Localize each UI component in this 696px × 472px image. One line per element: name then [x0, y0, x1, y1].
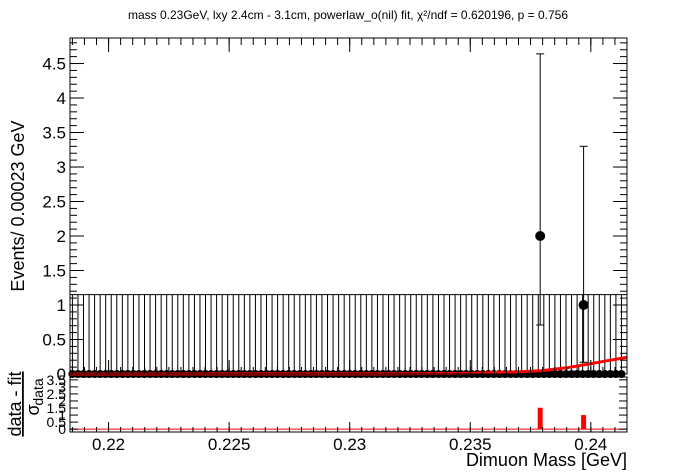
ratio-y-tick-label: 1 [58, 407, 66, 423]
ratio-y-tick-label: 2 [58, 393, 66, 409]
pull-bar [581, 415, 587, 430]
y-tick-label: 2.5 [42, 193, 66, 212]
data-point [578, 300, 589, 311]
x-tick-label: 0.235 [449, 435, 492, 454]
y-tick-label: 4 [57, 89, 66, 108]
y-tick-label: 2 [57, 227, 66, 246]
y-tick-label: 3 [57, 158, 66, 177]
ratio-y-tick-label: 0.5 [47, 414, 67, 430]
y-axis-title: Events/ 0.00023 GeV [8, 120, 28, 291]
ratio-panel: 00.511.522.533.5 0.22 0.225 0.23 0.235 0.24 … [5, 371, 628, 454]
ratio-y-tick-label: 3 [58, 379, 66, 395]
data-point [535, 231, 546, 242]
ratio-frame [69, 376, 628, 433]
ratio-y-tick-label: 2.5 [47, 386, 67, 402]
main-x-axis [71, 38, 616, 374]
x-tick-label: 0.24 [574, 435, 607, 454]
ratio-x-axis: 0.22 0.225 0.23 0.235 0.24 [71, 422, 616, 454]
main-panel: 0 0.5 1 1.5 2 2.5 3 3.5 4 4.5 Events/ 0.00023 GeV [8, 37, 628, 384]
x-tick-label: 0.23 [333, 435, 366, 454]
ratio-ylabel-subscript: data [30, 378, 46, 405]
x-tick-label: 0.22 [92, 435, 125, 454]
main-frame [69, 37, 628, 375]
x-tick-label: 0.225 [208, 435, 251, 454]
y-tick-label: 0 [57, 365, 66, 384]
ratio-y-axis-title: data - fit σ data [5, 371, 46, 436]
y-tick-label: 0.5 [42, 331, 66, 350]
pull-bar [537, 407, 543, 430]
y-tick-label: 4.5 [42, 55, 66, 74]
ratio-ylabel-numerator: data - fit [5, 371, 25, 436]
ratio-plot-area [70, 407, 627, 430]
ratio-ylabel-denominator: σ [23, 404, 43, 415]
x-axis-title: Dimuon Mass [GeV] [466, 450, 627, 470]
ratio-y-axis: 00.511.522.533.5 [47, 372, 627, 437]
y-tick-label: 3.5 [42, 124, 66, 143]
y-tick-label: 1.5 [42, 262, 66, 281]
plot-title: mass 0.23GeV, lxy 2.4cm - 3.1cm, powerla… [128, 8, 568, 22]
main-plot-area [68, 53, 628, 378]
ratio-y-tick-label: 3.5 [47, 372, 67, 388]
ratio-y-tick-label: 1.5 [47, 400, 67, 416]
y-tick-label: 1 [57, 296, 66, 315]
ratio-y-tick-label: 0 [58, 421, 66, 437]
main-y-axis: 0 0.5 1 1.5 2 2.5 3 3.5 4 4.5 [42, 42, 627, 384]
